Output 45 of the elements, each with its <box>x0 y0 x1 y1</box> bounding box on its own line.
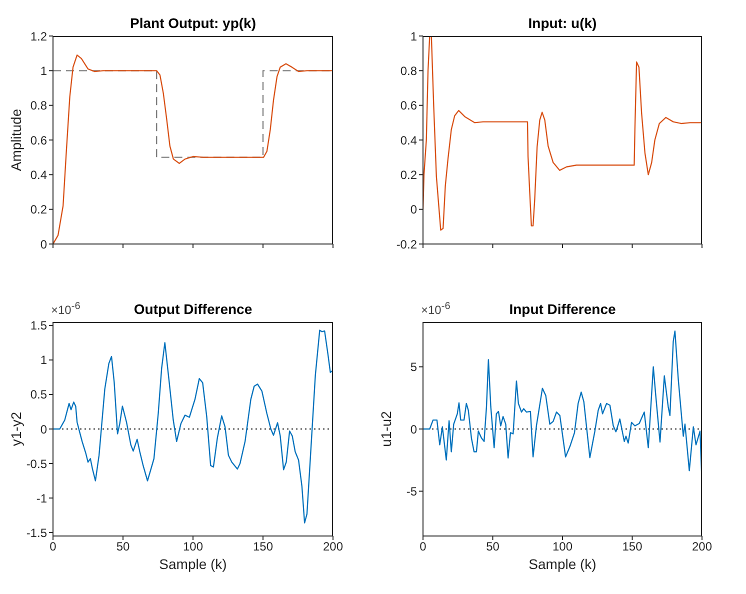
text: ×10$^{-6}$ <box>421 301 450 317</box>
y-tick-label: 0.2 <box>30 202 48 217</box>
y-tick-label: 1 <box>40 64 48 78</box>
y-tick-label: -0.2 <box>396 237 418 252</box>
y-tick-label: 0.4 <box>400 133 418 148</box>
y-tick-label: 0.6 <box>400 98 418 113</box>
text: ×10$^{-6}$ <box>51 301 80 317</box>
y-tick-label: 0 <box>40 422 48 436</box>
y-tick-label: 0.4 <box>30 168 48 182</box>
y-tick-label: 1.5 <box>30 318 48 333</box>
chart-title: Plant Output: yp(k) <box>129 15 257 31</box>
chart-title: Input: u(k) <box>527 15 598 31</box>
chart-title: Output Difference <box>134 301 252 317</box>
y-tick-label: 0 <box>410 202 418 217</box>
y-tick-label: 0.2 <box>400 168 418 182</box>
x-tick-label: 150 <box>252 540 274 554</box>
y-tick-label: 0 <box>40 237 48 252</box>
y-tick-label: 0.6 <box>30 133 48 148</box>
y-tick-label: -5 <box>406 484 418 498</box>
chart-title: Input Difference <box>509 301 616 317</box>
y-tick-label: 1 <box>410 29 418 44</box>
x-axis-title: Sample (k) <box>158 556 228 572</box>
x-tick-label: 100 <box>182 540 204 554</box>
x-tick-label: 0 <box>50 540 57 554</box>
y-tick-label: 0.8 <box>400 64 418 78</box>
x-axis-title: Sample (k) <box>528 556 598 572</box>
x-tick-label: 100 <box>552 540 573 554</box>
y-tick-label: -1 <box>36 491 48 506</box>
y-axis-title: Amplitude <box>8 108 24 172</box>
y-axis-title: u1-u2 <box>378 411 394 447</box>
y-tick-label: 1 <box>40 353 48 368</box>
y-tick-label: -0.5 <box>26 456 48 471</box>
x-tick-label: 200 <box>692 540 712 554</box>
y-axis-title: y1-y2 <box>8 412 24 446</box>
y-tick-label: 0.5 <box>30 388 48 402</box>
y-tick-label: 1.2 <box>30 29 48 44</box>
x-tick-label: 150 <box>622 540 643 554</box>
y-tick-label: 0.8 <box>30 98 48 113</box>
x-tick-label: 50 <box>486 540 500 554</box>
y-tick-label: 5 <box>410 360 418 374</box>
x-tick-label: 50 <box>116 540 130 554</box>
x-tick-label: 200 <box>322 540 344 554</box>
y-tick-label: 0 <box>410 422 418 436</box>
x-tick-label: 0 <box>420 540 427 554</box>
y-tick-label: -1.5 <box>26 526 48 540</box>
